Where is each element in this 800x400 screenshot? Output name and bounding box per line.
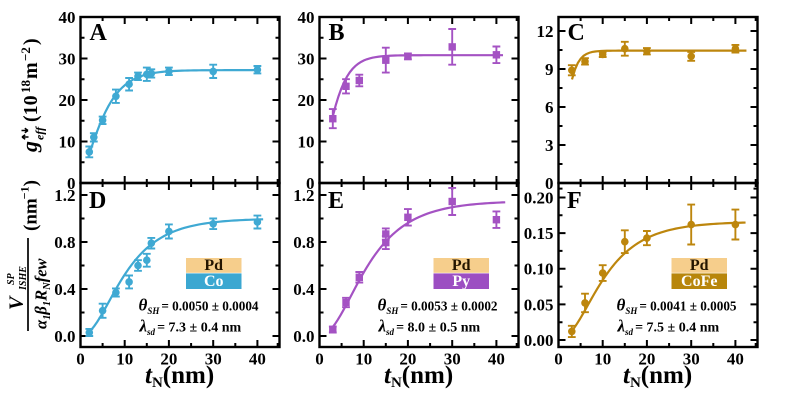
svg-text:6: 6 [545,98,554,117]
svg-text:30: 30 [298,49,315,68]
svg-text:0.05: 0.05 [524,295,554,314]
svg-text:20: 20 [638,349,655,368]
svg-text:10: 10 [355,349,372,368]
svg-text:0.15: 0.15 [524,224,554,243]
svg-text:1.2: 1.2 [54,186,75,205]
svg-text:40: 40 [488,349,505,368]
svg-text:): ) [20,38,42,45]
svg-text:θSH= 0.0041 ± 0.0005: θSH = 0.0041 ± 0.0005 [617,296,737,317]
svg-text:40: 40 [727,349,744,368]
svg-text:CoFe: CoFe [681,273,717,290]
svg-text:0.00: 0.00 [524,331,554,350]
svg-text:E: E [328,188,344,214]
svg-text:g: g [17,141,42,153]
svg-text:m: m [20,62,42,79]
svg-text:Pd: Pd [204,257,223,274]
svg-text:0: 0 [306,174,315,193]
svg-text:tN(nm): tN(nm) [145,362,214,391]
svg-text:20: 20 [59,91,76,110]
svg-text:λsd= 7.3 ± 0.4 nm: λsd = 7.3 ± 0.4 nm [139,317,242,338]
svg-text:0: 0 [315,349,324,368]
svg-text:SP: SP [6,272,17,285]
svg-text:20: 20 [160,349,177,368]
svg-text:α1β1RNfew: α1β1RNfew [32,257,54,329]
svg-text:30: 30 [59,49,76,68]
svg-text:10: 10 [116,349,133,368]
svg-text:λsd= 8.0 ± 0.5 nm: λsd = 8.0 ± 0.5 nm [378,317,481,338]
svg-text:V: V [6,295,28,310]
svg-text:10: 10 [594,349,611,368]
svg-text:Pd: Pd [452,257,471,274]
svg-text:): ) [21,180,42,186]
svg-text:20: 20 [399,349,416,368]
svg-text:40: 40 [298,8,315,27]
svg-text:Pd: Pd [690,257,709,274]
svg-text:10: 10 [59,132,76,151]
svg-text:40: 40 [249,349,266,368]
svg-text:D: D [89,188,106,214]
svg-text:0.0: 0.0 [54,327,75,346]
svg-text:12: 12 [537,22,554,41]
svg-text:0.8: 0.8 [54,233,75,252]
svg-text:0.4: 0.4 [293,280,315,299]
svg-text:9: 9 [545,60,554,79]
svg-text:0.10: 0.10 [524,260,554,279]
svg-text:18: 18 [18,80,33,94]
svg-text:θSH= 0.0053 ± 0.0002: θSH = 0.0053 ± 0.0002 [378,296,498,317]
svg-text:0.20: 0.20 [524,188,554,207]
svg-text:tN(nm): tN(nm) [623,362,692,391]
svg-text:30: 30 [683,349,700,368]
svg-text:−1: −1 [18,186,32,199]
svg-text:(10: (10 [20,95,42,122]
svg-text:40: 40 [59,8,76,27]
svg-text:ISHE: ISHE [18,266,29,291]
svg-text:Py: Py [452,273,470,290]
svg-text:0.8: 0.8 [293,233,314,252]
svg-text:3: 3 [545,136,554,155]
svg-text:20: 20 [298,91,315,110]
svg-text:0.4: 0.4 [54,280,76,299]
svg-text:A: A [90,20,108,46]
svg-text:C: C [568,20,585,46]
svg-text:10: 10 [298,132,315,151]
svg-text:eff: eff [33,126,47,140]
svg-text:λsd= 7.5 ± 0.4 nm: λsd = 7.5 ± 0.4 nm [617,317,720,338]
svg-text:F: F [567,188,582,214]
svg-text:1.2: 1.2 [293,186,314,205]
svg-text:0: 0 [76,349,85,368]
svg-text:0: 0 [67,174,76,193]
svg-text:B: B [329,20,345,46]
svg-text:Co: Co [204,273,224,290]
svg-text:−2: −2 [18,47,33,61]
svg-text:0: 0 [554,349,563,368]
svg-text:tN(nm): tN(nm) [384,362,453,391]
svg-text:30: 30 [444,349,461,368]
svg-text:0.0: 0.0 [293,327,314,346]
svg-text:θSH= 0.0050 ± 0.0004: θSH = 0.0050 ± 0.0004 [139,296,259,317]
svg-text:(nm: (nm [21,198,42,231]
svg-text:30: 30 [205,349,222,368]
svg-text:0: 0 [545,174,554,193]
